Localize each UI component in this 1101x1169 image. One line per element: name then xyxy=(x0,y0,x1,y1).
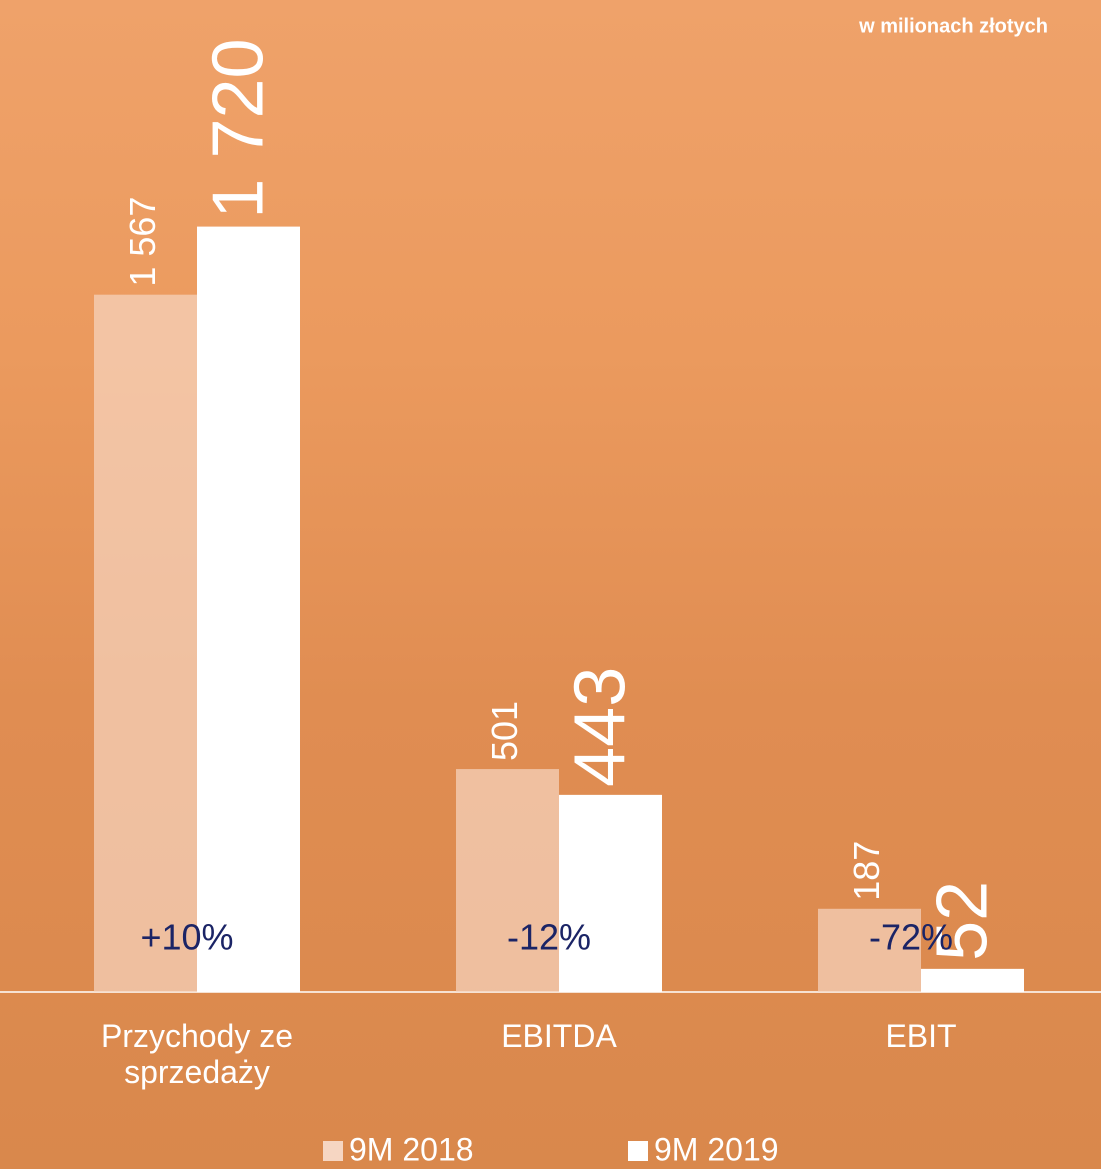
category-label: EBITDA xyxy=(501,1018,617,1054)
legend-swatch xyxy=(628,1141,648,1161)
legend-label: 9M 2019 xyxy=(654,1131,779,1167)
legend-swatch xyxy=(323,1141,343,1161)
legend-label: 9M 2018 xyxy=(349,1131,474,1167)
bar xyxy=(456,769,559,992)
bar xyxy=(197,226,300,993)
value-label: 1 567 xyxy=(122,197,163,287)
change-label: -12% xyxy=(507,917,591,958)
bar xyxy=(818,908,921,992)
change-label: -72% xyxy=(869,917,953,958)
value-label: 501 xyxy=(484,701,525,761)
bar xyxy=(94,294,197,992)
bar xyxy=(921,968,1024,992)
value-label: 187 xyxy=(846,841,887,901)
chart-subtitle: w milionach złotych xyxy=(858,15,1048,37)
category-label: Przychody ze sprzedaży xyxy=(100,1018,294,1090)
bar xyxy=(559,794,662,992)
category-label: EBIT xyxy=(885,1018,957,1054)
value-label: 52 xyxy=(923,881,1003,961)
value-label: 443 xyxy=(561,667,641,787)
value-label: 1 720 xyxy=(199,38,279,218)
change-label: +10% xyxy=(140,917,233,958)
